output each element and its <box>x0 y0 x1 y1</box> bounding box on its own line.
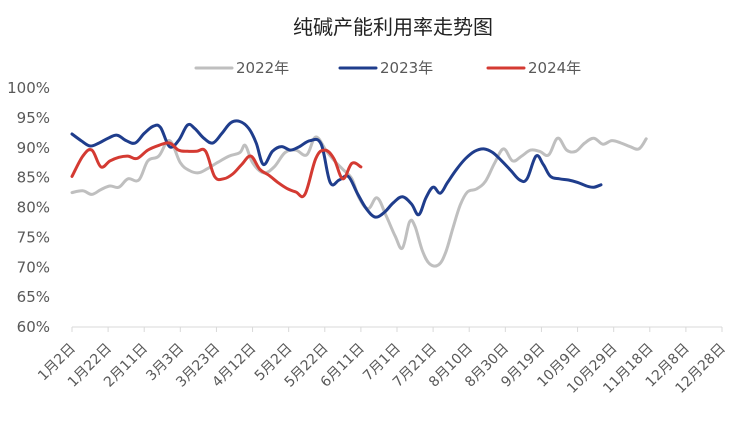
y-axis: 60% 65% 70% 75% 80% 85% 90% 95% 100% <box>7 79 50 336</box>
series-line-1 <box>70 135 648 268</box>
y-tick-label: 95% <box>17 109 50 127</box>
series-layer <box>70 119 648 268</box>
y-tick-label: 90% <box>17 139 50 157</box>
y-tick-label: 60% <box>17 318 50 336</box>
legend: 2022年 2023年 2024年 <box>194 59 581 77</box>
y-tick-label: 80% <box>17 199 50 217</box>
legend-label: 2022年 <box>236 59 289 77</box>
y-tick-label: 65% <box>17 288 50 306</box>
y-tick-label: 100% <box>7 79 50 97</box>
series-line-3 <box>70 141 363 199</box>
chart-title: 纯碱产能利用率走势图 <box>293 15 493 39</box>
legend-label: 2023年 <box>380 59 433 77</box>
legend-label: 2024年 <box>528 59 581 77</box>
y-tick-label: 85% <box>17 169 50 187</box>
x-axis: 1月2日1月22日2月11日3月3日3月23日4月12日5月2日5月22日6月1… <box>35 326 729 397</box>
y-tick-label: 75% <box>17 228 50 246</box>
y-tick-label: 70% <box>17 258 50 276</box>
